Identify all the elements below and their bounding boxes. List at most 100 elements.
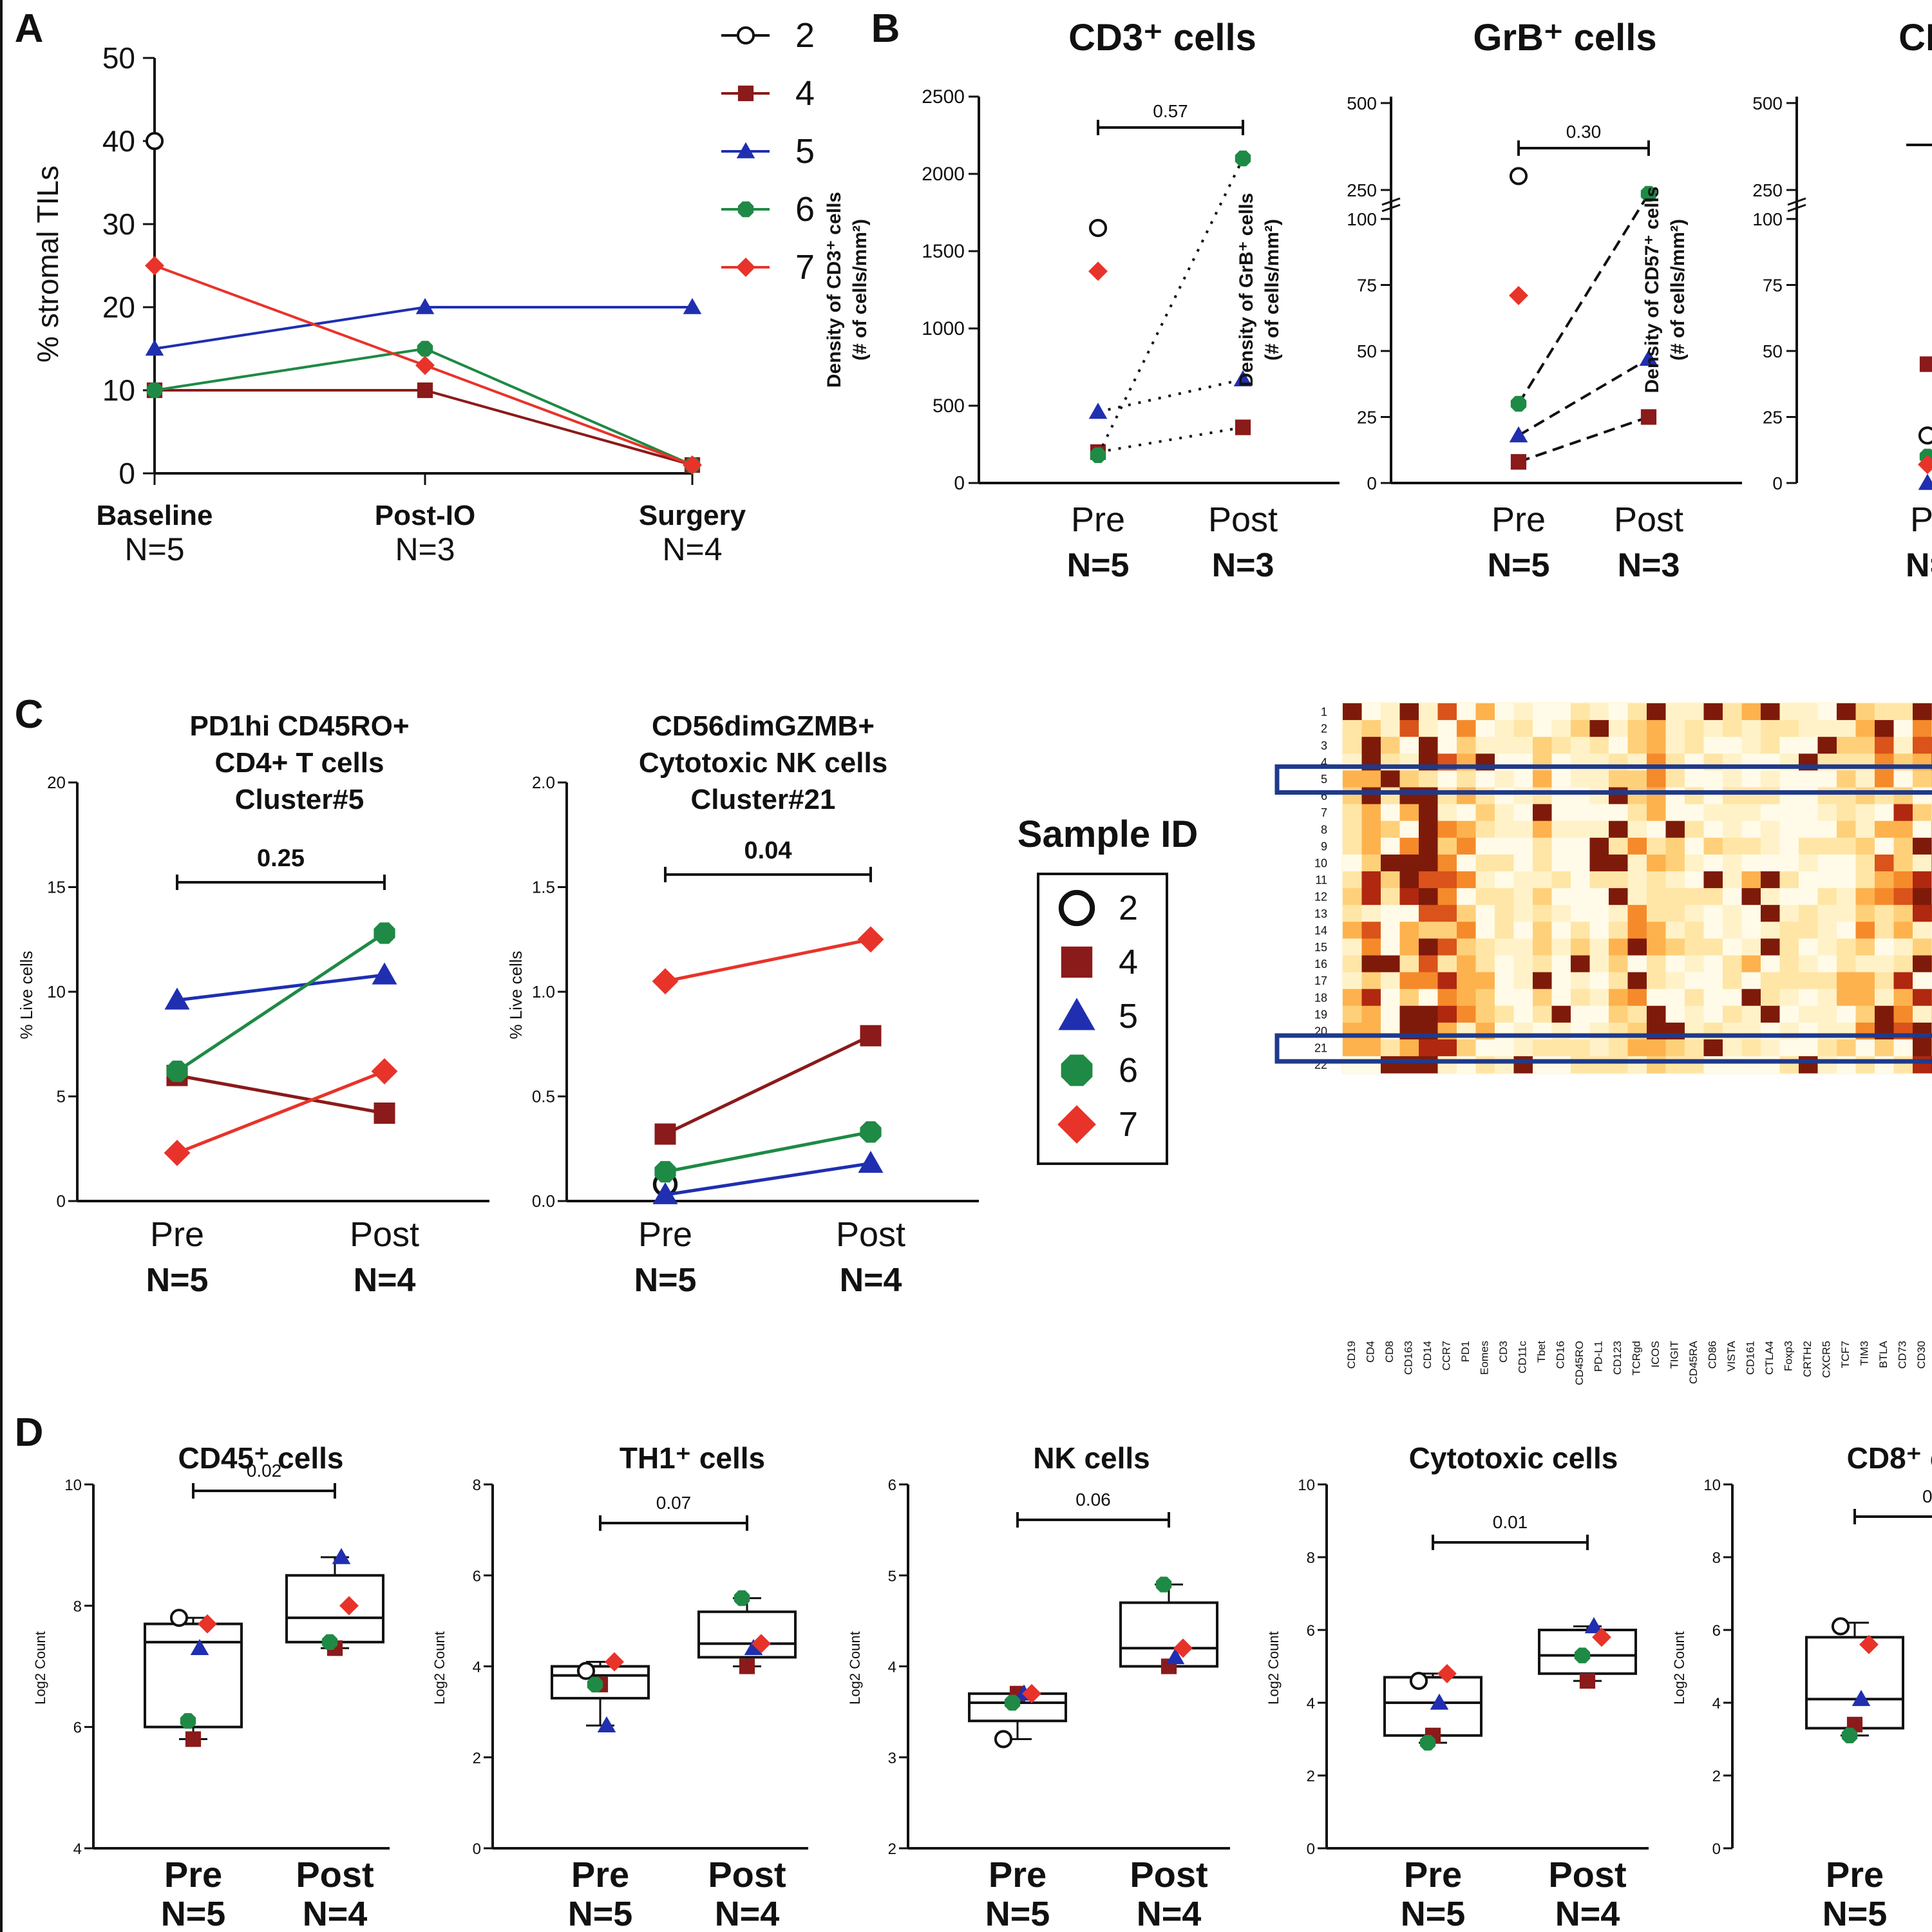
heatmap-cell [1457, 922, 1476, 939]
heatmap-row-label: 14 [1314, 924, 1327, 937]
heatmap-cell [1381, 989, 1400, 1007]
d-point-5 [332, 1548, 351, 1564]
b-category-label: Pr [1910, 500, 1932, 539]
b-series-line-5 [1097, 378, 1244, 413]
d-category-n: N=5 [568, 1895, 633, 1932]
heatmap-cell [1665, 955, 1685, 973]
heatmap-cell [1741, 922, 1761, 939]
heatmap-cell [1551, 888, 1571, 905]
a-legend-label-5: 5 [795, 132, 815, 171]
heatmap-cell [1837, 871, 1856, 889]
d-y-tick-label: 10 [1703, 1477, 1721, 1494]
heatmap-column-label: Tbet [1535, 1341, 1548, 1363]
heatmap-cell [1665, 1005, 1685, 1023]
heatmap-cell [1875, 989, 1894, 1007]
heatmap-cell [1685, 787, 1704, 805]
heatmap-cell [1685, 888, 1704, 905]
heatmap-cell [1875, 770, 1894, 788]
heatmap-cell [1399, 703, 1419, 721]
heatmap-cell [1723, 1039, 1742, 1057]
a-category-label: Surgery [639, 500, 746, 531]
d-y-label: Log2 Count [431, 1631, 448, 1705]
heatmap-cell [1741, 989, 1761, 1007]
heatmap-cell [1723, 871, 1742, 889]
d-y-tick-label: 8 [1712, 1549, 1721, 1567]
heatmap-cell [1361, 905, 1381, 922]
heatmap-cell [1457, 1056, 1476, 1074]
heatmap-cell [1723, 922, 1742, 939]
c-y-tick-label: 0.5 [532, 1087, 555, 1106]
d-point-2 [1409, 1672, 1428, 1690]
b-point-2 [1918, 426, 1932, 445]
heatmap-cell [1779, 955, 1799, 973]
a-legend-label-6: 6 [795, 190, 815, 229]
heatmap-cell [1893, 787, 1913, 805]
heatmap-cell [1475, 720, 1495, 737]
heatmap-cell [1571, 804, 1590, 822]
b-y-tick-label: 0 [1772, 473, 1783, 493]
heatmap-cell [1475, 938, 1495, 956]
heatmap-column-label: CD45RO [1573, 1341, 1586, 1385]
heatmap-cell [1761, 1005, 1780, 1023]
heatmap-cell [1703, 703, 1723, 721]
b-series-line-6 [1097, 158, 1244, 456]
heatmap-cell [1665, 972, 1685, 990]
heatmap-cell [1665, 820, 1685, 838]
heatmap-column-label: TIM3 [1859, 1341, 1871, 1366]
heatmap-cell [1343, 955, 1362, 973]
c-point-7 [857, 926, 884, 953]
heatmap-cell [1913, 955, 1932, 973]
heatmap-cell [1855, 922, 1875, 939]
heatmap-cell [1837, 1039, 1856, 1057]
heatmap-column-label: CD163 [1403, 1341, 1415, 1375]
a-legend-label-7: 7 [795, 248, 815, 287]
heatmap-cell [1513, 737, 1533, 754]
d-category-label: Post [1130, 1854, 1208, 1895]
heatmap-cell [1855, 854, 1875, 872]
heatmap-column-label: CD14 [1421, 1341, 1434, 1368]
heatmap-cell [1723, 787, 1742, 805]
heatmap-cell [1533, 820, 1552, 838]
b-category-n: N=5 [1067, 547, 1130, 584]
heatmap-cell [1513, 922, 1533, 939]
heatmap-cell [1361, 770, 1381, 788]
heatmap-cell [1475, 854, 1495, 872]
heatmap-cell [1761, 1056, 1780, 1074]
heatmap-cell [1837, 703, 1856, 721]
heatmap-cell [1419, 955, 1438, 973]
heatmap-cell [1627, 837, 1647, 855]
c-y-label: % Live cells [17, 951, 36, 1039]
heatmap-cell [1475, 955, 1495, 973]
heatmap-column-label: CD30 [1915, 1341, 1927, 1368]
heatmap-cell [1343, 703, 1362, 721]
heatmap-cell [1551, 871, 1571, 889]
heatmap-cell [1551, 737, 1571, 754]
heatmap-cell [1837, 854, 1856, 872]
heatmap-cell [1779, 837, 1799, 855]
heatmap-cell [1533, 955, 1552, 973]
d-box [697, 1610, 797, 1659]
heatmap-cell [1343, 737, 1362, 754]
a-point-6 [146, 382, 163, 399]
heatmap-cell [1609, 871, 1628, 889]
sample-legend-marker-2 [1058, 889, 1095, 927]
d-point-7 [1173, 1638, 1193, 1658]
heatmap-cell [1361, 720, 1381, 737]
c-y-tick-label: 1.5 [532, 878, 555, 897]
heatmap-cell [1495, 989, 1514, 1007]
heatmap-column-label: TCF7 [1839, 1341, 1852, 1368]
b-series-line-5 [1517, 357, 1650, 437]
heatmap-cell [1817, 854, 1837, 872]
heatmap-cell [1761, 888, 1780, 905]
c-category-label: Pre [150, 1215, 204, 1254]
heatmap-cell [1571, 955, 1590, 973]
d-y-tick-label: 0 [1712, 1841, 1721, 1858]
heatmap-cell [1723, 820, 1742, 838]
heatmap-cell [1799, 905, 1818, 922]
heatmap-cell [1665, 1039, 1685, 1057]
heatmap-column-label: VISTA [1725, 1340, 1738, 1372]
heatmap-cell [1513, 871, 1533, 889]
heatmap-cell [1799, 720, 1818, 737]
heatmap-cell [1457, 737, 1476, 754]
heatmap-cell [1495, 703, 1514, 721]
